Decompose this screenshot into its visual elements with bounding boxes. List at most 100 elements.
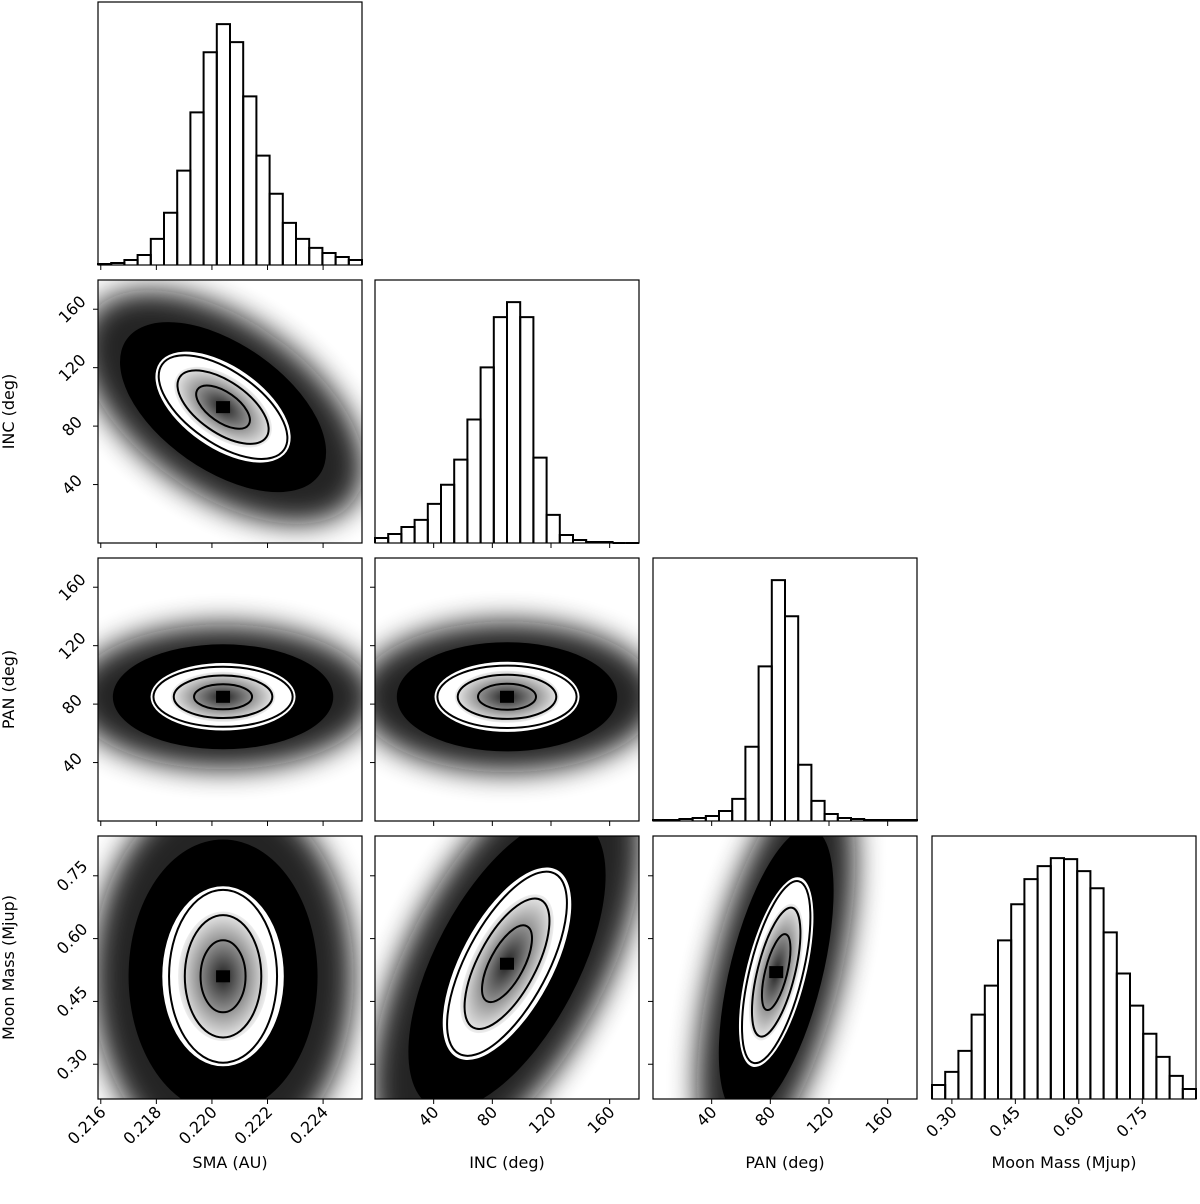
x-tick-label: 120 (525, 1102, 560, 1137)
x-axis-label: Moon Mass (Mjup) (991, 1153, 1136, 1172)
x-tick-label: 0.60 (1049, 1102, 1088, 1141)
contour (152, 665, 294, 728)
histogram-bar (1142, 1032, 1158, 1099)
contour (176, 369, 270, 445)
y-axis-label: PAN (deg) (0, 650, 18, 729)
histogram-bar (770, 579, 786, 821)
x-axis-label: SMA (AU) (192, 1153, 267, 1172)
histogram-bar (1036, 865, 1052, 1099)
y-tick-label: 0.30 (53, 1045, 92, 1084)
panel-frame (374, 835, 640, 1100)
histogram-bar (970, 1013, 986, 1099)
histogram-bar (268, 192, 284, 265)
pair-panel (697, 836, 856, 1099)
histogram-bar (295, 237, 311, 265)
histogram-bar (479, 366, 495, 543)
histogram-bar (983, 984, 999, 1099)
y-tick-label: 0.45 (53, 982, 92, 1021)
histogram-bar (823, 812, 839, 821)
x-tick-label: 40 (415, 1102, 443, 1130)
histogram-bar (1023, 878, 1039, 1099)
histogram-bar (944, 1070, 960, 1099)
panel-frame (97, 835, 363, 1100)
histogram-bar (1168, 1074, 1184, 1099)
y-tick-label: 80 (58, 690, 86, 718)
histogram-bar (400, 525, 416, 543)
histogram-bar (189, 111, 205, 265)
y-tick-label: 80 (58, 412, 86, 440)
y-tick-label: 0.75 (53, 857, 92, 896)
x-tick-label: 40 (693, 1102, 721, 1130)
pair-panel (375, 836, 639, 1099)
x-tick-label: 0.75 (1112, 1102, 1151, 1141)
x-tick-label: 0.222 (231, 1102, 277, 1148)
histogram-bar (784, 615, 800, 821)
y-tick-label: 40 (58, 749, 86, 777)
contour (481, 924, 533, 1004)
panel-frame (97, 557, 363, 822)
histogram-bar (718, 809, 734, 821)
panel-frame (97, 279, 363, 544)
histogram-bar (1129, 1004, 1145, 1099)
histogram-bar (1089, 887, 1105, 1099)
x-axis-label: PAN (deg) (745, 1153, 824, 1172)
histogram-bar (1049, 857, 1065, 1099)
histogram-bar (215, 23, 231, 265)
histogram-bar (797, 763, 813, 821)
histogram-bar (757, 665, 773, 821)
histogram-bar (519, 316, 535, 543)
contour (193, 683, 254, 711)
histogram-bar (440, 483, 456, 543)
pair-panel (98, 290, 362, 524)
peak (216, 970, 231, 983)
x-tick-label: 0.218 (119, 1102, 165, 1148)
histogram-bar (665, 818, 681, 821)
x-tick-label: 0.216 (64, 1102, 110, 1148)
x-tick-label: 160 (583, 1102, 618, 1137)
histogram-bar (1063, 858, 1079, 1099)
histogram-bar (123, 258, 139, 265)
histogram-bar (1076, 870, 1092, 1099)
histogram-bar (1115, 972, 1131, 1099)
y-tick-label: 160 (55, 570, 90, 605)
histogram-bar (506, 301, 522, 543)
histogram-bar (1010, 903, 1026, 1099)
x-tick-label: 0.30 (922, 1102, 961, 1141)
x-tick-label: 0.224 (286, 1102, 332, 1148)
pair-panel (375, 621, 639, 773)
x-tick-label: 0.45 (986, 1102, 1025, 1141)
histogram-bar (1155, 1055, 1171, 1099)
contour (446, 870, 568, 1057)
x-tick-label: 160 (861, 1102, 896, 1137)
histogram-bar (387, 532, 403, 543)
contour (436, 664, 578, 730)
histogram-bar (281, 221, 297, 265)
peak (216, 690, 231, 703)
contour (199, 939, 247, 1014)
histogram-bar (1181, 1087, 1197, 1099)
panel-frame (652, 835, 918, 1100)
histogram-bar (704, 814, 720, 821)
panel-frame (374, 557, 640, 822)
histogram-bar (652, 818, 668, 821)
y-tick-label: 120 (55, 350, 90, 385)
pair-panel (98, 836, 354, 1099)
histogram-bar (957, 1049, 973, 1099)
x-tick-label: 0.220 (175, 1102, 221, 1148)
histogram-bar (1102, 931, 1118, 1099)
y-tick-label: 120 (55, 628, 90, 663)
histogram-bar (97, 262, 113, 265)
contour (463, 897, 551, 1030)
histogram-bar (585, 540, 601, 543)
histogram-bar (558, 533, 574, 543)
histogram-bar (532, 456, 548, 543)
histogram-bar (321, 251, 337, 265)
histogram-bar (176, 169, 192, 265)
histogram-bar (426, 502, 442, 543)
histogram-bar (347, 258, 363, 265)
peak (216, 401, 231, 414)
histogram-bar (863, 818, 879, 821)
histogram-bar (889, 818, 905, 821)
contour (456, 673, 558, 720)
